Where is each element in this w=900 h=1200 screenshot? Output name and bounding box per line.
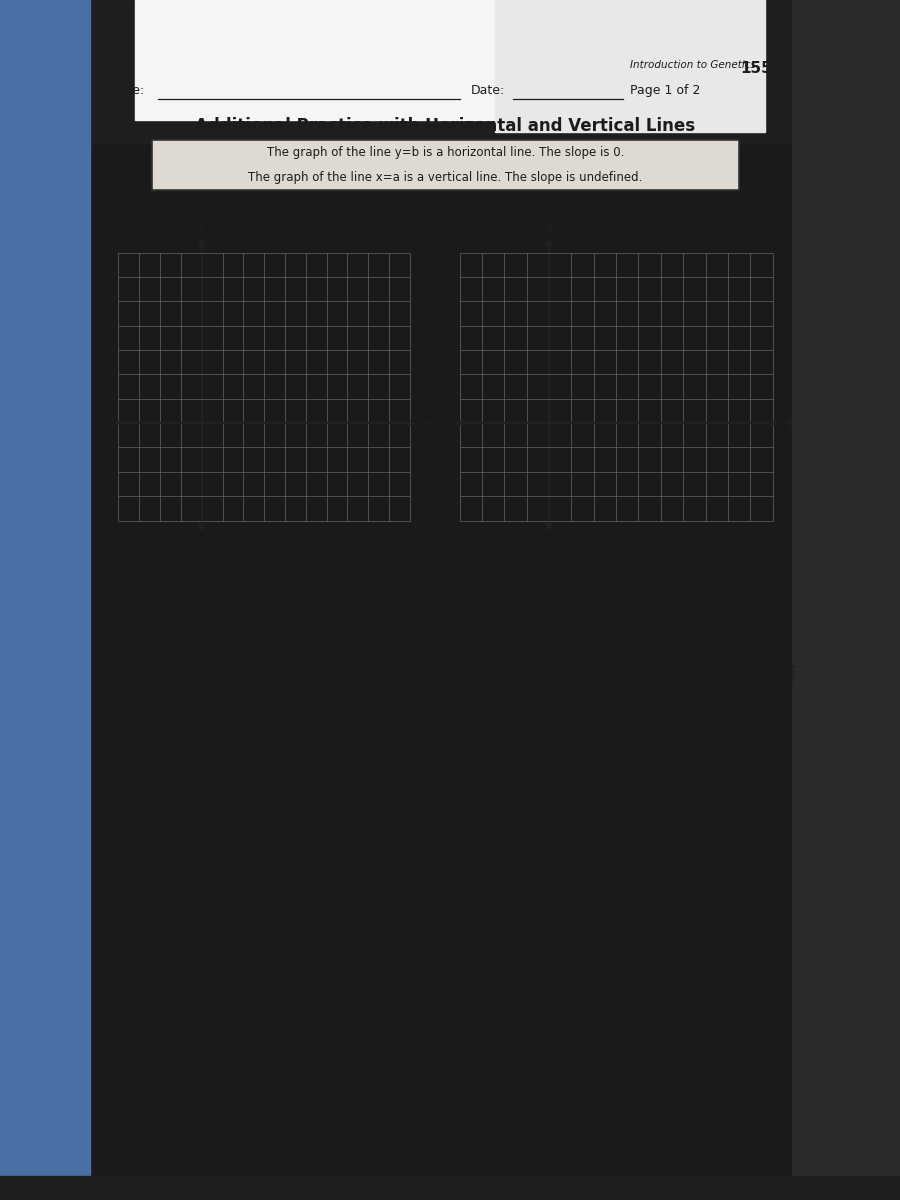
Text: a.   x = 12____: a. x = 12____ [119, 718, 209, 731]
Text: Page 1 of 2: Page 1 of 2 [630, 84, 701, 97]
Text: c.  y = 12____: c. y = 12____ [566, 718, 652, 731]
Bar [0, 1176, 900, 1200]
Text: What is the slope?: What is the slope? [460, 547, 575, 560]
Text: y: y [545, 220, 553, 230]
Text: What is the slope?: What is the slope? [119, 547, 234, 560]
Text: 1.  Sketch the graphs of the following:: 1. Sketch the graphs of the following: [104, 206, 359, 220]
Text: Date:: Date: [471, 84, 505, 97]
Text: Activity 4.3.6: Activity 4.3.6 [104, 1156, 174, 1165]
Bar [792, 0, 900, 1200]
Text: Additional Practice with Horizontal and Vertical Lines: Additional Practice with Horizontal and … [195, 118, 696, 136]
Text: 2.  Tell which of the following equations will have graphs of  horizontal lines,: 2. Tell which of the following equations… [104, 636, 682, 649]
Bar [0, 0, 900, 144]
Text: 155: 155 [741, 61, 772, 76]
Text: Introduction to Genetics: Introduction to Genetics [630, 60, 756, 70]
Text: e.  A line with undefined slope____: e. A line with undefined slope____ [446, 766, 661, 779]
Text: y: y [198, 220, 205, 230]
FancyBboxPatch shape [152, 139, 739, 190]
Text: The graph of the line y=b is a ‪horizontal line‬. The slope is 0.: The graph of the line y=b is a ‪horizont… [266, 145, 625, 158]
Text: d.  A line with slope zero____: d. A line with slope zero____ [119, 766, 297, 779]
Text: Name:: Name: [104, 84, 146, 97]
Text: g.  A line through the points (0,3) and (2,3)____: g. A line through the points (0,3) and (… [446, 814, 740, 827]
Text: x: x [423, 418, 429, 428]
Bar [0, 0, 90, 1200]
Text: x: x [786, 418, 792, 428]
Text: h.  A line through the points (−2, 4) and (−2, 5)____: h. A line through the points (−2, 4) and… [119, 862, 442, 875]
Text: Is this a vertical or horizontal line?: Is this a vertical or horizontal line? [119, 590, 334, 604]
Text: a.  y = 7: a. y = 7 [126, 233, 179, 246]
Text: b.  x = −6: b. x = −6 [460, 233, 524, 246]
Text: Is this a vertical or horizontal line?: Is this a vertical or horizontal line? [460, 590, 676, 604]
Text: The graph of the line x=a is a ‪vertical line‬. The slope is undefined.: The graph of the line x=a is a ‪vertical… [248, 170, 643, 184]
Bar [135, 0, 630, 120]
Text: Activ: Activ [786, 662, 796, 686]
Text: neither. (You can write H, V or N next to each part.): neither. (You can write H, V or N next t… [119, 672, 439, 685]
Bar [495, 0, 765, 132]
Text: b.  y = x+12 ____: b. y = x+12 ____ [325, 718, 433, 731]
Text: f.   A line with slope one____: f. A line with slope one____ [119, 814, 293, 827]
Text: 43: 43 [590, 1160, 615, 1178]
